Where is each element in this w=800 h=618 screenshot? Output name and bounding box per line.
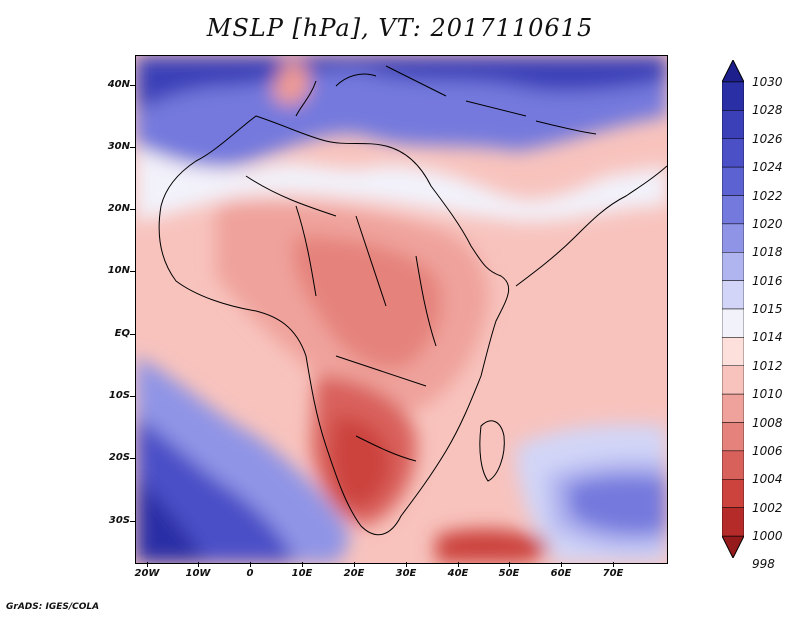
coastline-outlines: [158, 65, 667, 536]
colorbar-cell: [722, 450, 744, 480]
colorbar-label: 1004: [752, 472, 783, 487]
lon-tick-0: [250, 562, 251, 567]
lat-label-30n: 30N: [107, 141, 130, 152]
lon-label-20e: 20E: [343, 568, 365, 579]
colorbar-label: 1016: [752, 273, 783, 288]
colorbar-cell: [722, 308, 744, 338]
lon-label-70e: 70E: [602, 568, 624, 579]
lon-tick-60e: [561, 562, 562, 567]
lat-tick-20n: [130, 209, 135, 210]
lon-label-20w: 20W: [134, 568, 160, 579]
colorbar-cell: [722, 138, 744, 168]
colorbar-label: 1028: [752, 103, 783, 118]
lat-label-eq: EQ: [114, 328, 130, 339]
colorbar-cell: [722, 507, 744, 537]
lon-tick-30e: [406, 562, 407, 567]
colorbar-cell: [722, 81, 744, 111]
lat-label-10n: 10N: [107, 265, 130, 276]
lon-label-10e: 10E: [291, 568, 313, 579]
lat-label-10s: 10S: [108, 390, 130, 401]
lat-tick-eq: [130, 334, 135, 335]
colorbar-cell: [722, 166, 744, 196]
colorbar-cell: [722, 110, 744, 139]
lon-tick-20w: [147, 562, 148, 567]
lat-tick-20s: [130, 458, 135, 459]
colorbar-label: 1022: [752, 188, 783, 203]
pressure-field-map: [136, 56, 667, 563]
colorbar-cell: [722, 280, 744, 310]
colorbar-cell: [722, 223, 744, 253]
colorbar-label: 1002: [752, 500, 783, 515]
colorbar-label: 1015: [752, 302, 783, 316]
colorbar-label: 1018: [752, 245, 783, 260]
colorbar-label: 1010: [752, 387, 783, 402]
lat-label-20s: 20S: [108, 452, 130, 463]
lon-label-0: 0: [246, 568, 254, 579]
lon-tick-50e: [509, 562, 510, 567]
lon-label-40e: 40E: [447, 568, 469, 579]
colorbar-label: 1008: [752, 415, 783, 430]
lon-label-60e: 60E: [550, 568, 572, 579]
colorbar-cell: [722, 337, 744, 366]
colorbar-cell: [722, 479, 744, 508]
chart-title: MSLP [hPa], VT: 2017110615: [206, 14, 594, 42]
lon-label-50e: 50E: [498, 568, 520, 579]
lon-tick-40e: [458, 562, 459, 567]
lat-tick-10s: [130, 396, 135, 397]
lat-tick-30n: [130, 147, 135, 148]
colorbar-cell: [722, 195, 744, 225]
colorbar-cell: [722, 393, 744, 423]
grads-credit: GrADS: IGES/COLA: [6, 602, 100, 612]
colorbar-label: 1000: [752, 529, 783, 543]
colorbar-top-arrow: [722, 60, 744, 83]
colorbar-label: 1014: [752, 330, 783, 345]
colorbar-bottom-arrow: [722, 535, 744, 558]
colorbar-label: 1024: [752, 160, 783, 175]
lon-label-10w: 10W: [185, 568, 211, 579]
colorbar: [722, 60, 744, 558]
lat-tick-30s: [130, 521, 135, 522]
lat-label-20n: 20N: [107, 203, 130, 214]
colorbar-label: 998: [752, 557, 775, 572]
lat-tick-10n: [130, 271, 135, 272]
lon-tick-10e: [302, 562, 303, 567]
lon-tick-70e: [613, 562, 614, 567]
colorbar-cell: [722, 365, 744, 395]
colorbar-label: 1006: [752, 443, 783, 458]
colorbar-label: 1012: [752, 358, 783, 373]
colorbar-cell: [722, 422, 744, 452]
colorbar-label: 1020: [752, 216, 783, 231]
map-panel: [135, 55, 668, 564]
colorbar-label: 1030: [752, 75, 783, 89]
lat-tick-40n: [130, 85, 135, 86]
lat-label-30s: 30S: [108, 515, 130, 526]
colorbar-cell: [722, 252, 744, 281]
colorbar-label: 1026: [752, 131, 783, 146]
lon-tick-10w: [198, 562, 199, 567]
lon-label-30e: 30E: [395, 568, 417, 579]
lat-label-40n: 40N: [107, 79, 130, 90]
lon-tick-20e: [354, 562, 355, 567]
